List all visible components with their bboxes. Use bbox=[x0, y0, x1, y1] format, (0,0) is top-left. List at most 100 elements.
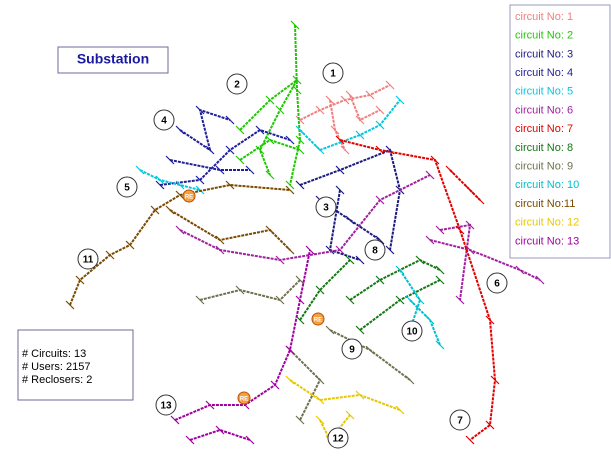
circuit-marker bbox=[77, 248, 99, 270]
legend-entry: circuit No: 12 bbox=[515, 217, 579, 229]
lateral bbox=[285, 345, 295, 355]
feeder-line bbox=[329, 329, 411, 381]
legend-entry: circuit No: 1 bbox=[515, 11, 573, 23]
lateral bbox=[435, 265, 445, 275]
legend-entry: circuit No: 8 bbox=[515, 142, 573, 154]
feeder-line bbox=[169, 209, 291, 251]
lateral bbox=[335, 165, 345, 175]
lateral bbox=[165, 205, 175, 215]
lateral bbox=[405, 295, 415, 305]
substation-label: Substation bbox=[77, 51, 149, 67]
circuit-marker bbox=[486, 272, 508, 294]
feeder-line bbox=[239, 138, 301, 161]
lateral bbox=[455, 225, 465, 235]
circuit-number: 5 bbox=[124, 183, 130, 194]
feeder-line bbox=[299, 148, 402, 251]
lateral bbox=[285, 135, 295, 145]
circuit-marker bbox=[153, 109, 175, 131]
lateral bbox=[435, 275, 445, 285]
lateral bbox=[255, 125, 265, 135]
lateral bbox=[385, 245, 395, 255]
lateral bbox=[425, 235, 435, 245]
lateral bbox=[105, 250, 115, 260]
lateral bbox=[355, 325, 365, 335]
lateral bbox=[235, 155, 245, 165]
legend-entry: circuit No: 4 bbox=[515, 67, 573, 79]
feeder-line bbox=[299, 99, 401, 152]
feeder-line bbox=[349, 258, 441, 301]
lateral bbox=[195, 295, 205, 305]
feeder-line bbox=[439, 223, 472, 301]
lateral bbox=[395, 265, 405, 275]
lateral bbox=[375, 120, 385, 130]
legend-entry: circuit No: 9 bbox=[515, 161, 573, 173]
lateral bbox=[275, 105, 285, 115]
legend-entry: circuit No: 10 bbox=[515, 179, 579, 191]
lateral bbox=[515, 265, 525, 275]
lateral bbox=[125, 240, 135, 250]
stats-box bbox=[17, 329, 134, 401]
lateral bbox=[425, 315, 435, 325]
circuit-number: 10 bbox=[406, 327, 418, 338]
lateral bbox=[425, 170, 435, 180]
lateral bbox=[305, 245, 315, 255]
feeder-line bbox=[169, 159, 250, 171]
lateral bbox=[325, 245, 335, 255]
lateral bbox=[475, 195, 485, 205]
lateral bbox=[340, 95, 350, 105]
lateral bbox=[270, 380, 280, 390]
lateral bbox=[185, 435, 195, 445]
feeder-line bbox=[139, 169, 201, 191]
lateral bbox=[285, 185, 295, 195]
lateral bbox=[65, 300, 75, 310]
lateral bbox=[275, 255, 285, 265]
lateral bbox=[395, 95, 405, 105]
lateral bbox=[225, 145, 235, 155]
lateral bbox=[290, 20, 300, 30]
lateral bbox=[295, 135, 305, 145]
lateral bbox=[225, 180, 235, 190]
lateral bbox=[465, 185, 475, 195]
legend-entry: circuit No: 3 bbox=[515, 48, 573, 60]
lateral bbox=[295, 275, 305, 285]
stat-line: # Circuits: 13 bbox=[22, 348, 86, 360]
lateral bbox=[315, 415, 325, 425]
lateral bbox=[345, 410, 355, 420]
lateral bbox=[195, 105, 205, 115]
lateral bbox=[395, 295, 405, 305]
lateral bbox=[295, 115, 305, 125]
lateral bbox=[285, 245, 295, 255]
lateral bbox=[215, 425, 225, 435]
lateral bbox=[405, 375, 415, 385]
legend-entry: circuit No: 5 bbox=[515, 86, 573, 98]
lateral bbox=[285, 375, 295, 385]
circuit-number: 1 bbox=[330, 69, 336, 80]
lateral bbox=[485, 420, 495, 430]
lateral bbox=[330, 125, 340, 135]
lateral bbox=[375, 105, 385, 115]
lateral bbox=[315, 285, 325, 295]
lateral bbox=[355, 390, 365, 400]
lateral bbox=[295, 415, 305, 425]
lateral bbox=[165, 155, 175, 165]
lateral bbox=[195, 175, 205, 185]
circuit-number: 12 bbox=[332, 434, 344, 445]
annotations: circuit No: 1 circuit No: 2 circuit No: 3 c… bbox=[22, 11, 579, 449]
lateral bbox=[235, 285, 245, 295]
lateral bbox=[175, 225, 185, 235]
feeder-line bbox=[179, 174, 431, 262]
lateral bbox=[335, 135, 345, 145]
feeder-line bbox=[429, 239, 541, 281]
lateral bbox=[265, 170, 275, 180]
circuit-number: 3 bbox=[323, 203, 329, 214]
lateral bbox=[385, 80, 395, 90]
legend-entry: circuit No:11 bbox=[515, 198, 575, 210]
circuit-marker bbox=[315, 196, 337, 218]
lateral bbox=[355, 130, 365, 140]
circuit-marker bbox=[401, 320, 423, 342]
lateral bbox=[265, 95, 275, 105]
feeder-line bbox=[449, 169, 481, 201]
lateral bbox=[175, 180, 185, 190]
circuit-number: 6 bbox=[494, 279, 500, 290]
